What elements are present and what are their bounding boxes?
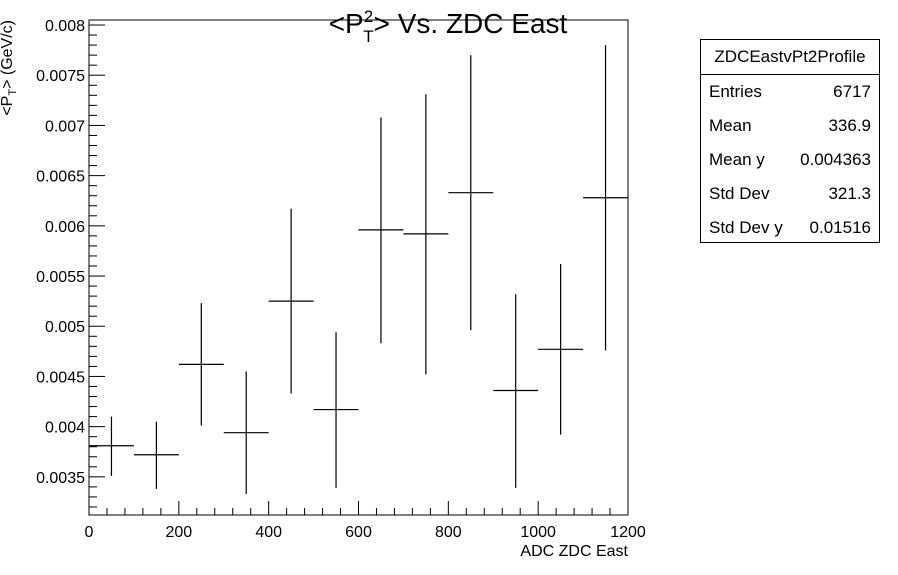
stats-row-std-dev: Std Dev 321.3 [701, 177, 879, 211]
y-tick-label: 0.008 [45, 18, 85, 35]
stats-label: Std Dev [709, 184, 770, 203]
stats-label: Entries [709, 82, 762, 101]
y-axis-label: <PT> (GeV/c) [0, 20, 19, 116]
y-tick-label: 0.0035 [36, 470, 85, 487]
x-tick-label: 1200 [610, 524, 646, 541]
stats-value: 0.004363 [800, 150, 871, 169]
x-axis-label: ADC ZDC East [520, 543, 628, 560]
data-point [493, 294, 539, 488]
x-tick-label: 0 [85, 524, 94, 541]
y-tick-label: 0.0045 [36, 369, 85, 386]
plot-frame [88, 19, 629, 516]
x-tick-label: 200 [165, 524, 192, 541]
data-point [133, 421, 179, 489]
stats-value: 336.9 [828, 116, 871, 135]
stats-row-mean: Mean 336.9 [701, 109, 879, 143]
x-tick-label: 600 [345, 524, 372, 541]
stats-label: Std Dev y [709, 218, 783, 237]
x-tick-label: 800 [435, 524, 462, 541]
y-tick-label: 0.006 [45, 219, 85, 236]
y-tick-label: 0.007 [45, 118, 85, 135]
data-point [358, 117, 404, 344]
y-tick-label: 0.0065 [36, 169, 85, 186]
stats-title: ZDCEastvPt2Profile [701, 40, 879, 75]
data-point [313, 332, 359, 488]
data-point [448, 55, 494, 331]
data-point [583, 45, 628, 351]
y-tick-label: 0.004 [45, 420, 85, 437]
stats-row-mean-y: Mean y 0.004363 [701, 143, 879, 177]
data-point [268, 208, 314, 394]
y-tick-label: 0.0075 [36, 68, 85, 85]
stats-value: 0.01516 [809, 218, 871, 237]
stats-label: Mean y [709, 150, 765, 169]
data-point [223, 371, 269, 494]
y-tick-label: 0.0055 [36, 269, 85, 286]
data-point [178, 303, 224, 426]
stats-label: Mean [709, 116, 752, 135]
data-point [403, 94, 449, 375]
stats-row-std-dev-y: Std Dev y 0.01516 [701, 211, 879, 245]
stats-box: ZDCEastvPt2Profile Entries 6717 Mean 336… [700, 39, 880, 243]
x-tick-label: 1000 [520, 524, 556, 541]
chart-title: <P2 T> Vs. ZDC East [329, 7, 568, 46]
x-tick-label: 400 [255, 524, 282, 541]
stats-value: 321.3 [828, 184, 871, 203]
y-tick-label: 0.005 [45, 319, 85, 336]
data-point [538, 263, 584, 435]
stats-value: 6717 [833, 82, 871, 101]
stats-row-entries: Entries 6717 [701, 75, 879, 109]
data-point [89, 416, 134, 476]
